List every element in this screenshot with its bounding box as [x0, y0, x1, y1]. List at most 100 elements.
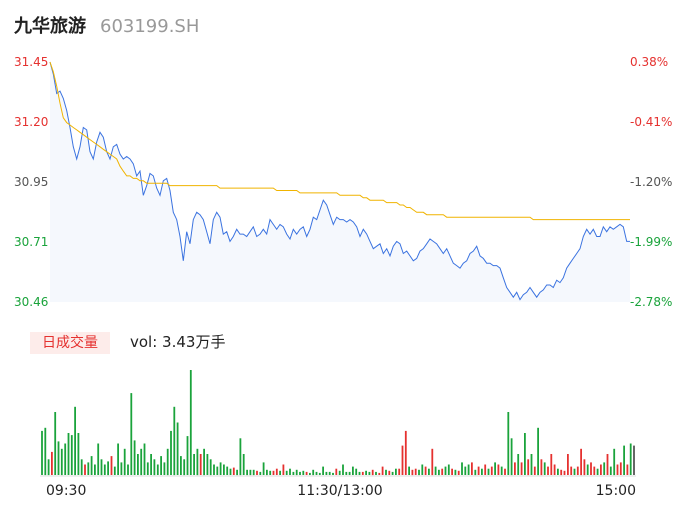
volume-bar	[358, 471, 361, 475]
volume-bar	[123, 448, 126, 476]
volume-bar	[441, 468, 444, 475]
volume-bar	[428, 468, 430, 475]
volume-bar	[461, 462, 463, 475]
volume-bar	[90, 456, 93, 475]
volume-bar	[388, 470, 391, 475]
volume-bar	[613, 448, 616, 476]
volume-bar	[107, 461, 109, 476]
volume-bar	[120, 462, 123, 475]
volume-bar	[262, 462, 265, 475]
volume-bar	[189, 370, 192, 475]
volume-bar	[272, 470, 275, 475]
volume-bar	[97, 443, 100, 475]
volume-bar	[338, 470, 341, 475]
volume-bar	[64, 443, 67, 475]
volume-bar	[156, 464, 159, 475]
volume-bar	[209, 459, 212, 476]
volume-bar	[626, 464, 629, 475]
volume-bar	[315, 471, 318, 475]
volume-bar	[186, 436, 189, 475]
volume-bar	[292, 471, 295, 475]
volume-bar	[335, 468, 338, 475]
volume-bar	[609, 466, 612, 475]
volume-bar	[117, 443, 119, 475]
price-axis: 31.45 31.20 30.95 30.71 30.46	[14, 55, 48, 309]
volume-bar	[520, 462, 523, 475]
volume-bar	[553, 464, 556, 475]
volume-bar	[173, 406, 176, 476]
volume-bar	[153, 459, 156, 476]
volume-bar	[381, 466, 384, 475]
volume-bar	[490, 466, 493, 475]
price-line	[49, 61, 630, 301]
volume-bar	[510, 438, 513, 476]
volume-bar	[196, 448, 199, 476]
volume-bar	[514, 462, 516, 475]
volume-bar	[477, 466, 480, 475]
volume-bar	[206, 454, 209, 475]
volume-bar	[113, 466, 116, 475]
volume-bar	[44, 427, 47, 476]
volume-bar	[593, 466, 596, 475]
pct-tick-label: -1.20%	[630, 175, 672, 189]
volume-bar	[130, 393, 133, 475]
volume-bar	[100, 459, 103, 476]
volume-bar	[183, 459, 186, 476]
volume-bar	[451, 468, 453, 475]
volume-bar	[213, 464, 215, 475]
volume-bar	[467, 464, 470, 475]
volume-tag: 日成交量	[30, 332, 110, 354]
volume-bar	[507, 412, 510, 475]
volume-bar	[199, 454, 202, 475]
volume-bar	[573, 468, 576, 475]
volume-bar	[537, 427, 539, 476]
volume-bar	[431, 448, 434, 476]
volume-bar	[517, 454, 520, 475]
volume-bar	[487, 468, 490, 475]
volume-bar	[176, 422, 179, 475]
volume-bar	[474, 469, 477, 476]
volume-bar	[563, 470, 566, 475]
pct-tick-label: 0.38%	[630, 55, 668, 69]
volume-bar	[550, 454, 553, 475]
volume-bar	[533, 466, 536, 475]
volume-bar	[494, 462, 496, 475]
volume-bar	[232, 467, 235, 475]
percent-axis: 0.38% -0.41% -1.20% -1.99% -2.78%	[630, 55, 672, 309]
volume-bar	[166, 448, 169, 476]
volume-bar	[438, 469, 440, 476]
volume-bar	[365, 470, 367, 475]
volume-bar	[246, 469, 248, 476]
volume-bar	[464, 466, 467, 475]
volume-bar	[60, 448, 63, 476]
volume-bar	[457, 470, 460, 475]
volume-bar	[269, 470, 272, 475]
volume-bar	[170, 430, 172, 475]
volume-bar	[143, 443, 146, 475]
volume-bar	[540, 459, 543, 476]
volume-bar	[527, 459, 530, 476]
price-tick-label: 31.45	[14, 55, 48, 69]
volume-bar	[127, 464, 129, 475]
volume-bar	[401, 445, 404, 475]
volume-bar	[424, 466, 427, 475]
volume-bar	[318, 472, 321, 475]
volume-bar	[70, 435, 73, 475]
volume-bar	[580, 448, 582, 476]
stock-header: 九华旅游 603199.SH	[14, 12, 199, 40]
price-tick-label: 30.46	[14, 295, 48, 309]
volume-bar	[302, 470, 305, 475]
volume-bar	[500, 466, 503, 475]
volume-bar	[633, 445, 635, 475]
volume-bar	[54, 412, 57, 475]
volume-bar	[309, 472, 311, 475]
volume-bar	[398, 468, 401, 475]
price-layer	[49, 61, 630, 301]
volume-bar	[547, 466, 549, 475]
volume-bar	[305, 471, 308, 475]
volume-bar	[242, 454, 245, 475]
volume-bars	[41, 370, 635, 476]
volume-bar	[279, 470, 281, 475]
volume-bar	[223, 464, 225, 475]
volume-bar	[47, 459, 50, 476]
